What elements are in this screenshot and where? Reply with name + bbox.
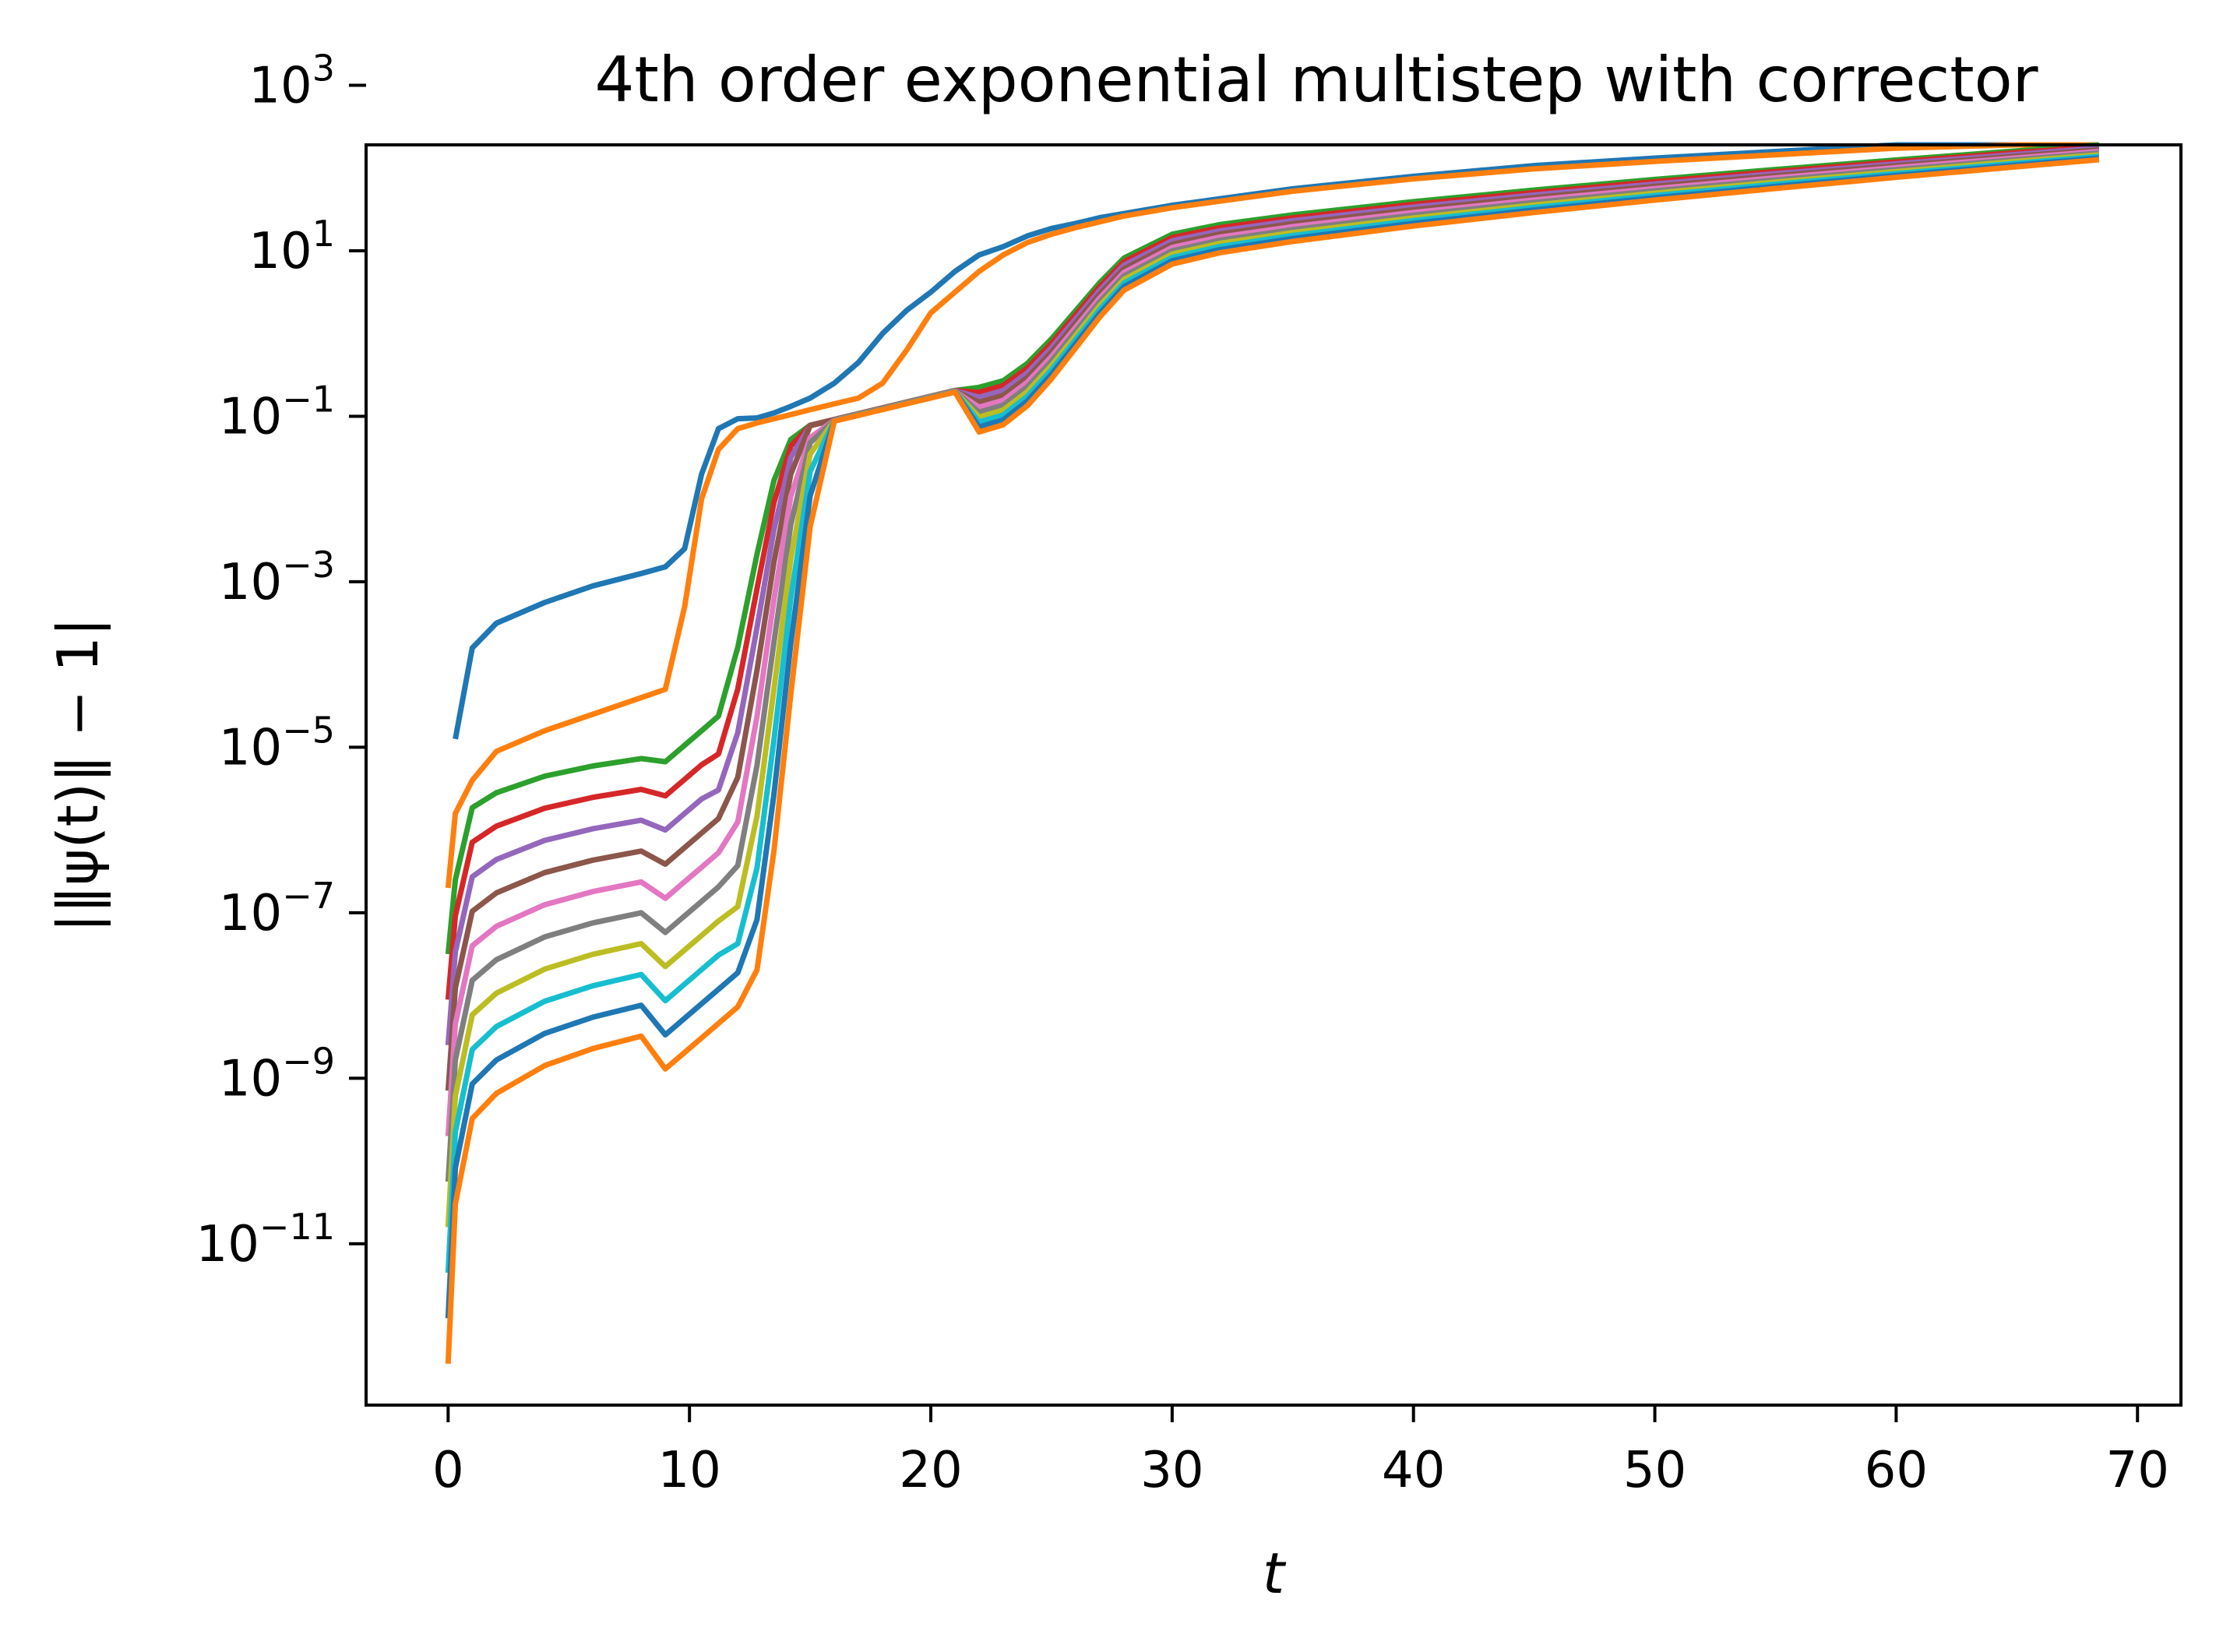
x-tick-label: 30 — [1140, 1442, 1203, 1499]
series-layer — [445, 142, 2099, 1365]
series-line-9 — [445, 152, 2099, 1228]
y-axis-label: |‖ψ(t)‖ − 1| — [45, 618, 111, 932]
y-axis: 10−11 10−9 10−7 10−5 10−3 10−1 101 103 — [196, 48, 366, 1273]
x-tick-label: 50 — [1623, 1442, 1686, 1499]
x-axis-label: t — [1263, 1541, 1287, 1606]
x-tick-label: 10 — [657, 1442, 720, 1499]
chart-title: 4th order exponential multistep with cor… — [595, 44, 2038, 116]
series-line-8 — [445, 150, 2099, 1182]
y-tick-label: 10−9 — [219, 1040, 335, 1108]
series-line-10 — [445, 153, 2099, 1273]
y-tick-label: 10−5 — [219, 709, 335, 777]
plot-area-frame — [365, 143, 2182, 1407]
y-tick-label: 103 — [248, 48, 335, 115]
series-line-5 — [445, 145, 2099, 1046]
y-tick-label: 101 — [248, 213, 335, 280]
x-tick-label: 60 — [1865, 1442, 1928, 1499]
x-tick-label: 0 — [432, 1442, 464, 1499]
x-tick-label: 20 — [899, 1442, 962, 1499]
y-tick-label: 10−7 — [219, 875, 335, 942]
x-tick-label: 70 — [2106, 1442, 2169, 1499]
x-tick-label: 40 — [1382, 1442, 1445, 1499]
y-tick-label: 10−3 — [219, 544, 335, 611]
series-line-12 — [445, 157, 2099, 1365]
x-axis: 0 10 20 30 40 50 60 70 — [432, 1405, 2169, 1499]
y-tick-label: 10−11 — [196, 1206, 335, 1273]
series-line-2 — [445, 142, 2099, 889]
y-tick-label: 10−1 — [219, 378, 335, 446]
series-line-6 — [445, 146, 2099, 1091]
series-line-7 — [445, 149, 2099, 1136]
